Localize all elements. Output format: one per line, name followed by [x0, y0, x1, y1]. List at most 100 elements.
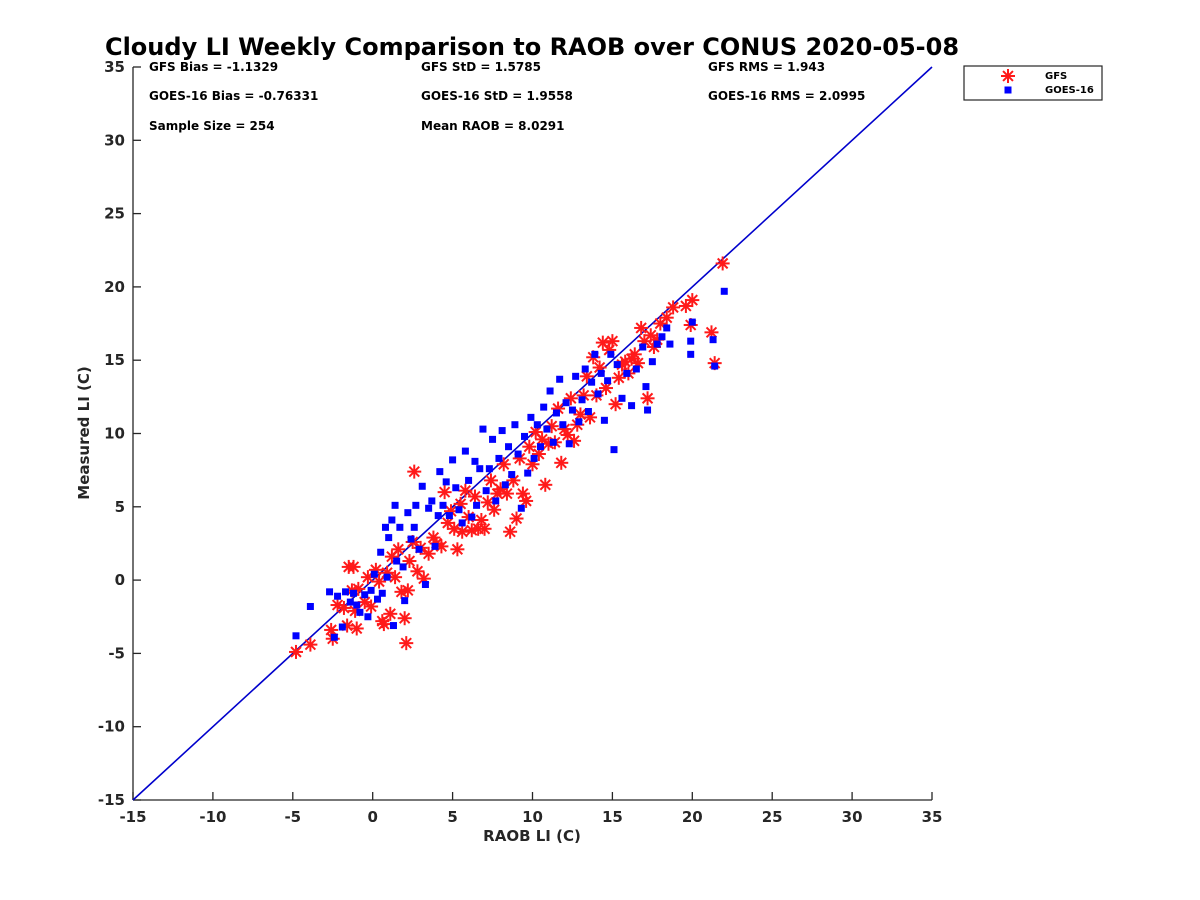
- goes16-point: [476, 465, 484, 473]
- goes16-point: [572, 372, 580, 380]
- gfs-point: [685, 293, 700, 308]
- x-tick-label: 20: [682, 808, 703, 826]
- goes16-point: [495, 454, 503, 462]
- goes16-point: [330, 633, 338, 641]
- goes16-point: [549, 438, 557, 446]
- gfs-point: [503, 524, 518, 539]
- y-tick-label: -5: [108, 644, 125, 662]
- goes16-point: [498, 427, 506, 435]
- goes16-point: [350, 589, 358, 597]
- goes16-point: [431, 542, 439, 550]
- goes16-point: [597, 369, 605, 377]
- x-tick-label: 5: [447, 808, 457, 826]
- goes16-point: [482, 487, 490, 495]
- gfs-point: [634, 320, 649, 335]
- goes16-point: [306, 602, 314, 610]
- gfs-point: [437, 485, 452, 500]
- goes16-point: [353, 601, 361, 609]
- x-tick-label: 25: [762, 808, 783, 826]
- goes16-point: [378, 589, 386, 597]
- goes16-point: [559, 421, 567, 429]
- goes16-point: [445, 512, 453, 520]
- x-tick-label: 35: [922, 808, 943, 826]
- goes16-point: [663, 324, 671, 332]
- gfs-point: [643, 328, 658, 343]
- goes16-point: [421, 580, 429, 588]
- goes16-point: [578, 396, 586, 404]
- goes16-point: [568, 406, 576, 414]
- x-tick-label: -15: [119, 808, 146, 826]
- gfs-point: [400, 583, 415, 598]
- y-tick-label: 10: [104, 425, 125, 443]
- y-tick-label: 30: [104, 131, 125, 149]
- stats-block: GFS Bias = -1.1329 GFS StD = 1.5785 GFS RM…: [149, 60, 865, 133]
- goes16-point: [473, 501, 481, 509]
- goes16-point: [709, 336, 717, 344]
- gfs-point: [364, 599, 379, 614]
- stat-text: GFS RMS = 1.943: [708, 60, 825, 74]
- gfs-point: [349, 621, 364, 636]
- gfs-point: [483, 473, 498, 488]
- goes16-point: [521, 432, 529, 440]
- gfs-point: [397, 611, 412, 626]
- goes16-point: [410, 523, 418, 531]
- plot-area: -15 -10 -5 0 5 10 15 20 25 30 35 -15 -10 -5 0 5 10 15 20 2…: [98, 58, 943, 826]
- goes16-point: [385, 534, 393, 542]
- gfs-point: [376, 617, 391, 632]
- goes16-point: [399, 563, 407, 571]
- goes16-point: [628, 402, 636, 410]
- legend-label: GFS: [1045, 71, 1067, 82]
- goes16-point: [610, 446, 618, 454]
- goes16-point: [326, 588, 334, 596]
- chart-title: Cloudy LI Weekly Comparison to RAOB over…: [105, 33, 959, 61]
- goes16-point: [687, 350, 695, 358]
- y-ticks: -15 -10 -5 0 5 10 15 20 25 30 35: [98, 58, 141, 809]
- goes16-point: [581, 365, 589, 373]
- goes16-point: [439, 501, 447, 509]
- x-tick-label: 15: [602, 808, 623, 826]
- goes16-point: [524, 469, 532, 477]
- goes16-point: [346, 598, 354, 606]
- gfs-point: [499, 486, 514, 501]
- goes16-point: [292, 632, 300, 640]
- goes16-point: [644, 406, 652, 414]
- goes16-point: [425, 504, 433, 512]
- goes16-point: [465, 476, 473, 484]
- goes16-point: [604, 377, 612, 385]
- x-tick-label: 0: [367, 808, 377, 826]
- x-axis-label: RAOB LI (C): [483, 827, 581, 845]
- stat-text: Mean RAOB = 8.0291: [421, 119, 565, 133]
- stat-text: GFS StD = 1.5785: [421, 60, 541, 74]
- gfs-point: [519, 493, 534, 508]
- goes16-point: [658, 333, 666, 341]
- gfs-point: [487, 502, 502, 517]
- y-tick-label: 0: [115, 571, 125, 589]
- x-tick-label: -5: [284, 808, 301, 826]
- goes16-point: [468, 513, 476, 521]
- goes16-point: [623, 369, 631, 377]
- goes16-point: [404, 509, 412, 517]
- goes16-point: [452, 484, 460, 492]
- goes16-point: [489, 435, 497, 443]
- goes16-point: [479, 425, 487, 433]
- goes16-point: [517, 504, 525, 512]
- x-tick-label: 10: [522, 808, 543, 826]
- goes16-point: [449, 456, 457, 464]
- gfs-point: [421, 546, 436, 561]
- legend: GFS GOES-16: [963, 65, 1103, 101]
- goes16-point: [407, 535, 415, 543]
- goes16-point: [377, 548, 385, 556]
- goes16-point: [653, 340, 661, 348]
- y-tick-label: -15: [98, 791, 125, 809]
- goes16-point: [565, 440, 573, 448]
- goes16-point: [364, 613, 372, 621]
- goes16-point: [594, 390, 602, 398]
- goes16-point: [458, 519, 466, 527]
- goes16-point: [415, 545, 423, 553]
- goes16-point: [370, 570, 378, 578]
- gfs-point: [599, 381, 614, 396]
- goes16-point: [588, 378, 596, 386]
- goes16-point: [514, 450, 522, 458]
- goes16-point: [367, 586, 375, 594]
